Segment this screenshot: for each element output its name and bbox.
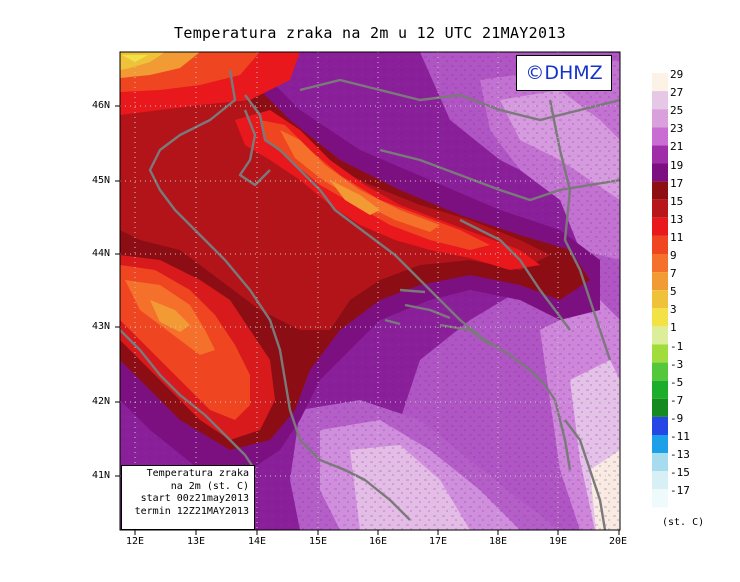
lat-label-46n: 46N <box>92 100 111 111</box>
island-4 <box>384 318 401 326</box>
graticule <box>120 52 620 530</box>
colorbar-label: 7 <box>670 267 677 281</box>
lon-label-19e: 19E <box>549 536 568 547</box>
lon-label-18e: 18E <box>489 536 508 547</box>
colorbar-swatch <box>652 362 668 381</box>
colorbar-label: -3 <box>670 357 684 371</box>
colorbar-label: -11 <box>670 430 690 443</box>
colorbar-swatch <box>652 489 668 508</box>
lat-label-44n: 44N <box>92 248 111 259</box>
colorbar <box>652 73 668 508</box>
colorbar-label: -15 <box>670 466 690 480</box>
colorbar-label: 1 <box>670 321 677 335</box>
colorbar-label: -13 <box>670 448 690 462</box>
colorbar-label: -9 <box>670 411 684 425</box>
colorbar-swatch <box>652 199 668 218</box>
lon-label-12e: 12E <box>126 536 145 547</box>
field-9-ridge <box>280 130 440 232</box>
colorbar-swatch <box>652 163 668 182</box>
lat-label-41n: 41N <box>92 470 111 481</box>
colorbar-swatch <box>652 217 668 236</box>
islands-2 <box>399 288 426 294</box>
colorbar-swatch <box>652 91 668 110</box>
temperature-field <box>120 52 620 530</box>
albania-coast <box>553 399 572 471</box>
colorbar-swatch <box>652 453 668 472</box>
info-line-4: termin 12Z21MAY2013 <box>134 505 249 517</box>
colorbar-label: 29 <box>670 68 684 81</box>
info-box: Temperatura zraka na 2m (st. C) start 00… <box>121 465 255 530</box>
italy-east-coast <box>148 69 411 521</box>
colorbar-label: -1 <box>670 339 684 353</box>
colorbar-label: 15 <box>670 194 684 208</box>
coastlines <box>120 69 620 530</box>
colorbar-label: 17 <box>670 176 684 190</box>
colorbar-swatch <box>652 235 668 254</box>
colorbar-label: 11 <box>670 230 684 244</box>
colorbar-label: -5 <box>670 375 684 389</box>
colorbar-label: 13 <box>670 212 684 226</box>
lon-label-14e: 14E <box>248 536 267 547</box>
colorbar-label: 3 <box>670 303 677 317</box>
colorbar-label: -7 <box>670 393 684 407</box>
colorbar-label: 9 <box>670 249 677 262</box>
colorbar-label: 21 <box>670 140 684 154</box>
info-line-1: Temperatura zraka <box>146 468 249 479</box>
colorbar-swatch <box>652 127 668 146</box>
lon-label-20e: 20E <box>609 536 628 547</box>
colorbar-label: 25 <box>670 104 684 118</box>
colorbar-label: 27 <box>670 86 684 100</box>
lat-label-45n: 45N <box>92 175 111 186</box>
lon-label-13e: 13E <box>187 536 206 547</box>
field-13-ridge <box>235 110 540 270</box>
border-5 <box>564 419 607 530</box>
info-line-3: start 00z21may2013 <box>140 493 249 504</box>
colorbar-swatch <box>652 109 668 128</box>
lat-label-42n: 42N <box>92 396 111 407</box>
colorbar-swatch <box>652 181 668 200</box>
islands-1 <box>404 303 451 320</box>
colorbar-swatch <box>652 254 668 273</box>
copyright-logo: ©DHMZ <box>516 55 612 91</box>
lat-label-43n: 43N <box>92 321 111 332</box>
plot-frame <box>119 51 621 531</box>
colorbar-label: 5 <box>670 285 677 299</box>
colorbar-swatch <box>652 272 668 291</box>
map-title: Temperatura zraka na 2m u 12 UTC 21MAY20… <box>174 24 566 42</box>
field-3-alps <box>122 55 148 62</box>
colorbar-unit: (st. C) <box>662 517 705 528</box>
border-4 <box>459 218 571 331</box>
border-2 <box>379 148 620 202</box>
colorbar-swatch <box>652 145 668 164</box>
lon-label-16e: 16E <box>369 536 388 547</box>
colorbar-swatch <box>652 380 668 399</box>
colorbar-swatch <box>652 290 668 309</box>
border-1 <box>299 78 620 122</box>
colorbar-swatch <box>652 308 668 327</box>
colorbar-swatch <box>652 326 668 345</box>
colorbar-swatch <box>652 416 668 435</box>
colorbar-swatch <box>652 344 668 363</box>
colorbar-swatch <box>652 435 668 454</box>
colorbar-label: 19 <box>670 158 684 172</box>
border-3 <box>548 99 612 361</box>
colorbar-swatch <box>652 73 668 92</box>
lon-label-15e: 15E <box>309 536 328 547</box>
axis-ticks <box>115 105 620 535</box>
info-line-2: na 2m (st. C) <box>170 480 249 492</box>
colorbar-label: -17 <box>670 484 690 498</box>
colorbar-swatch <box>652 398 668 417</box>
field-7-italy <box>150 300 190 332</box>
balkan-coast <box>244 94 556 401</box>
lon-label-17e: 17E <box>429 536 448 547</box>
italy-west-coast <box>120 329 256 471</box>
colorbar-swatch <box>652 471 668 490</box>
field-7-ridge <box>330 180 380 215</box>
colorbar-label: 23 <box>670 122 684 136</box>
